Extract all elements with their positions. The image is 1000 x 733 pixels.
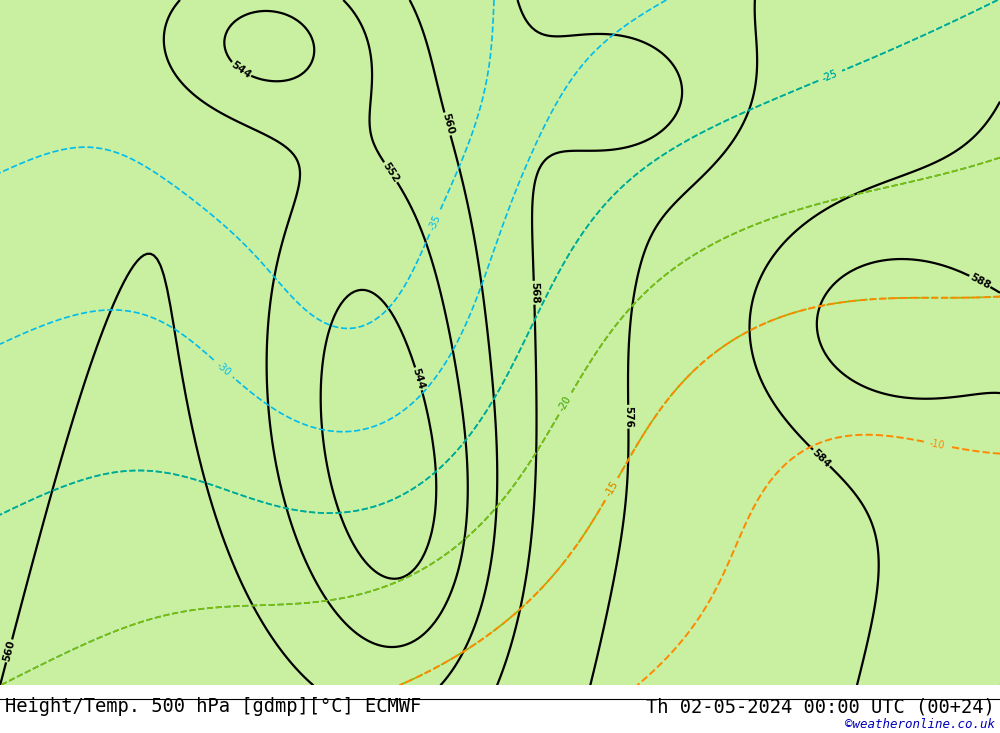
Text: -25: -25 [821,68,840,84]
Text: -20: -20 [557,394,574,413]
Text: 544: 544 [229,59,253,81]
Text: 576: 576 [623,406,633,428]
Text: 560: 560 [440,112,455,136]
Text: -10: -10 [928,438,945,451]
Text: Height/Temp. 500 hPa [gdmp][°C] ECMWF: Height/Temp. 500 hPa [gdmp][°C] ECMWF [5,697,421,716]
Text: 560: 560 [1,639,17,663]
Text: -20: -20 [557,394,574,413]
Text: 584: 584 [810,447,833,469]
Text: ©weatheronline.co.uk: ©weatheronline.co.uk [845,718,995,731]
Text: -35: -35 [427,213,443,232]
Text: 568: 568 [529,281,539,303]
Text: 544: 544 [411,367,427,391]
Text: -15: -15 [603,479,620,498]
Text: Th 02-05-2024 00:00 UTC (00+24): Th 02-05-2024 00:00 UTC (00+24) [646,697,995,716]
Text: 552: 552 [381,161,401,184]
Text: -25: -25 [821,68,840,84]
Text: -15: -15 [603,479,620,498]
Text: 588: 588 [968,272,992,291]
Text: -30: -30 [214,359,233,377]
